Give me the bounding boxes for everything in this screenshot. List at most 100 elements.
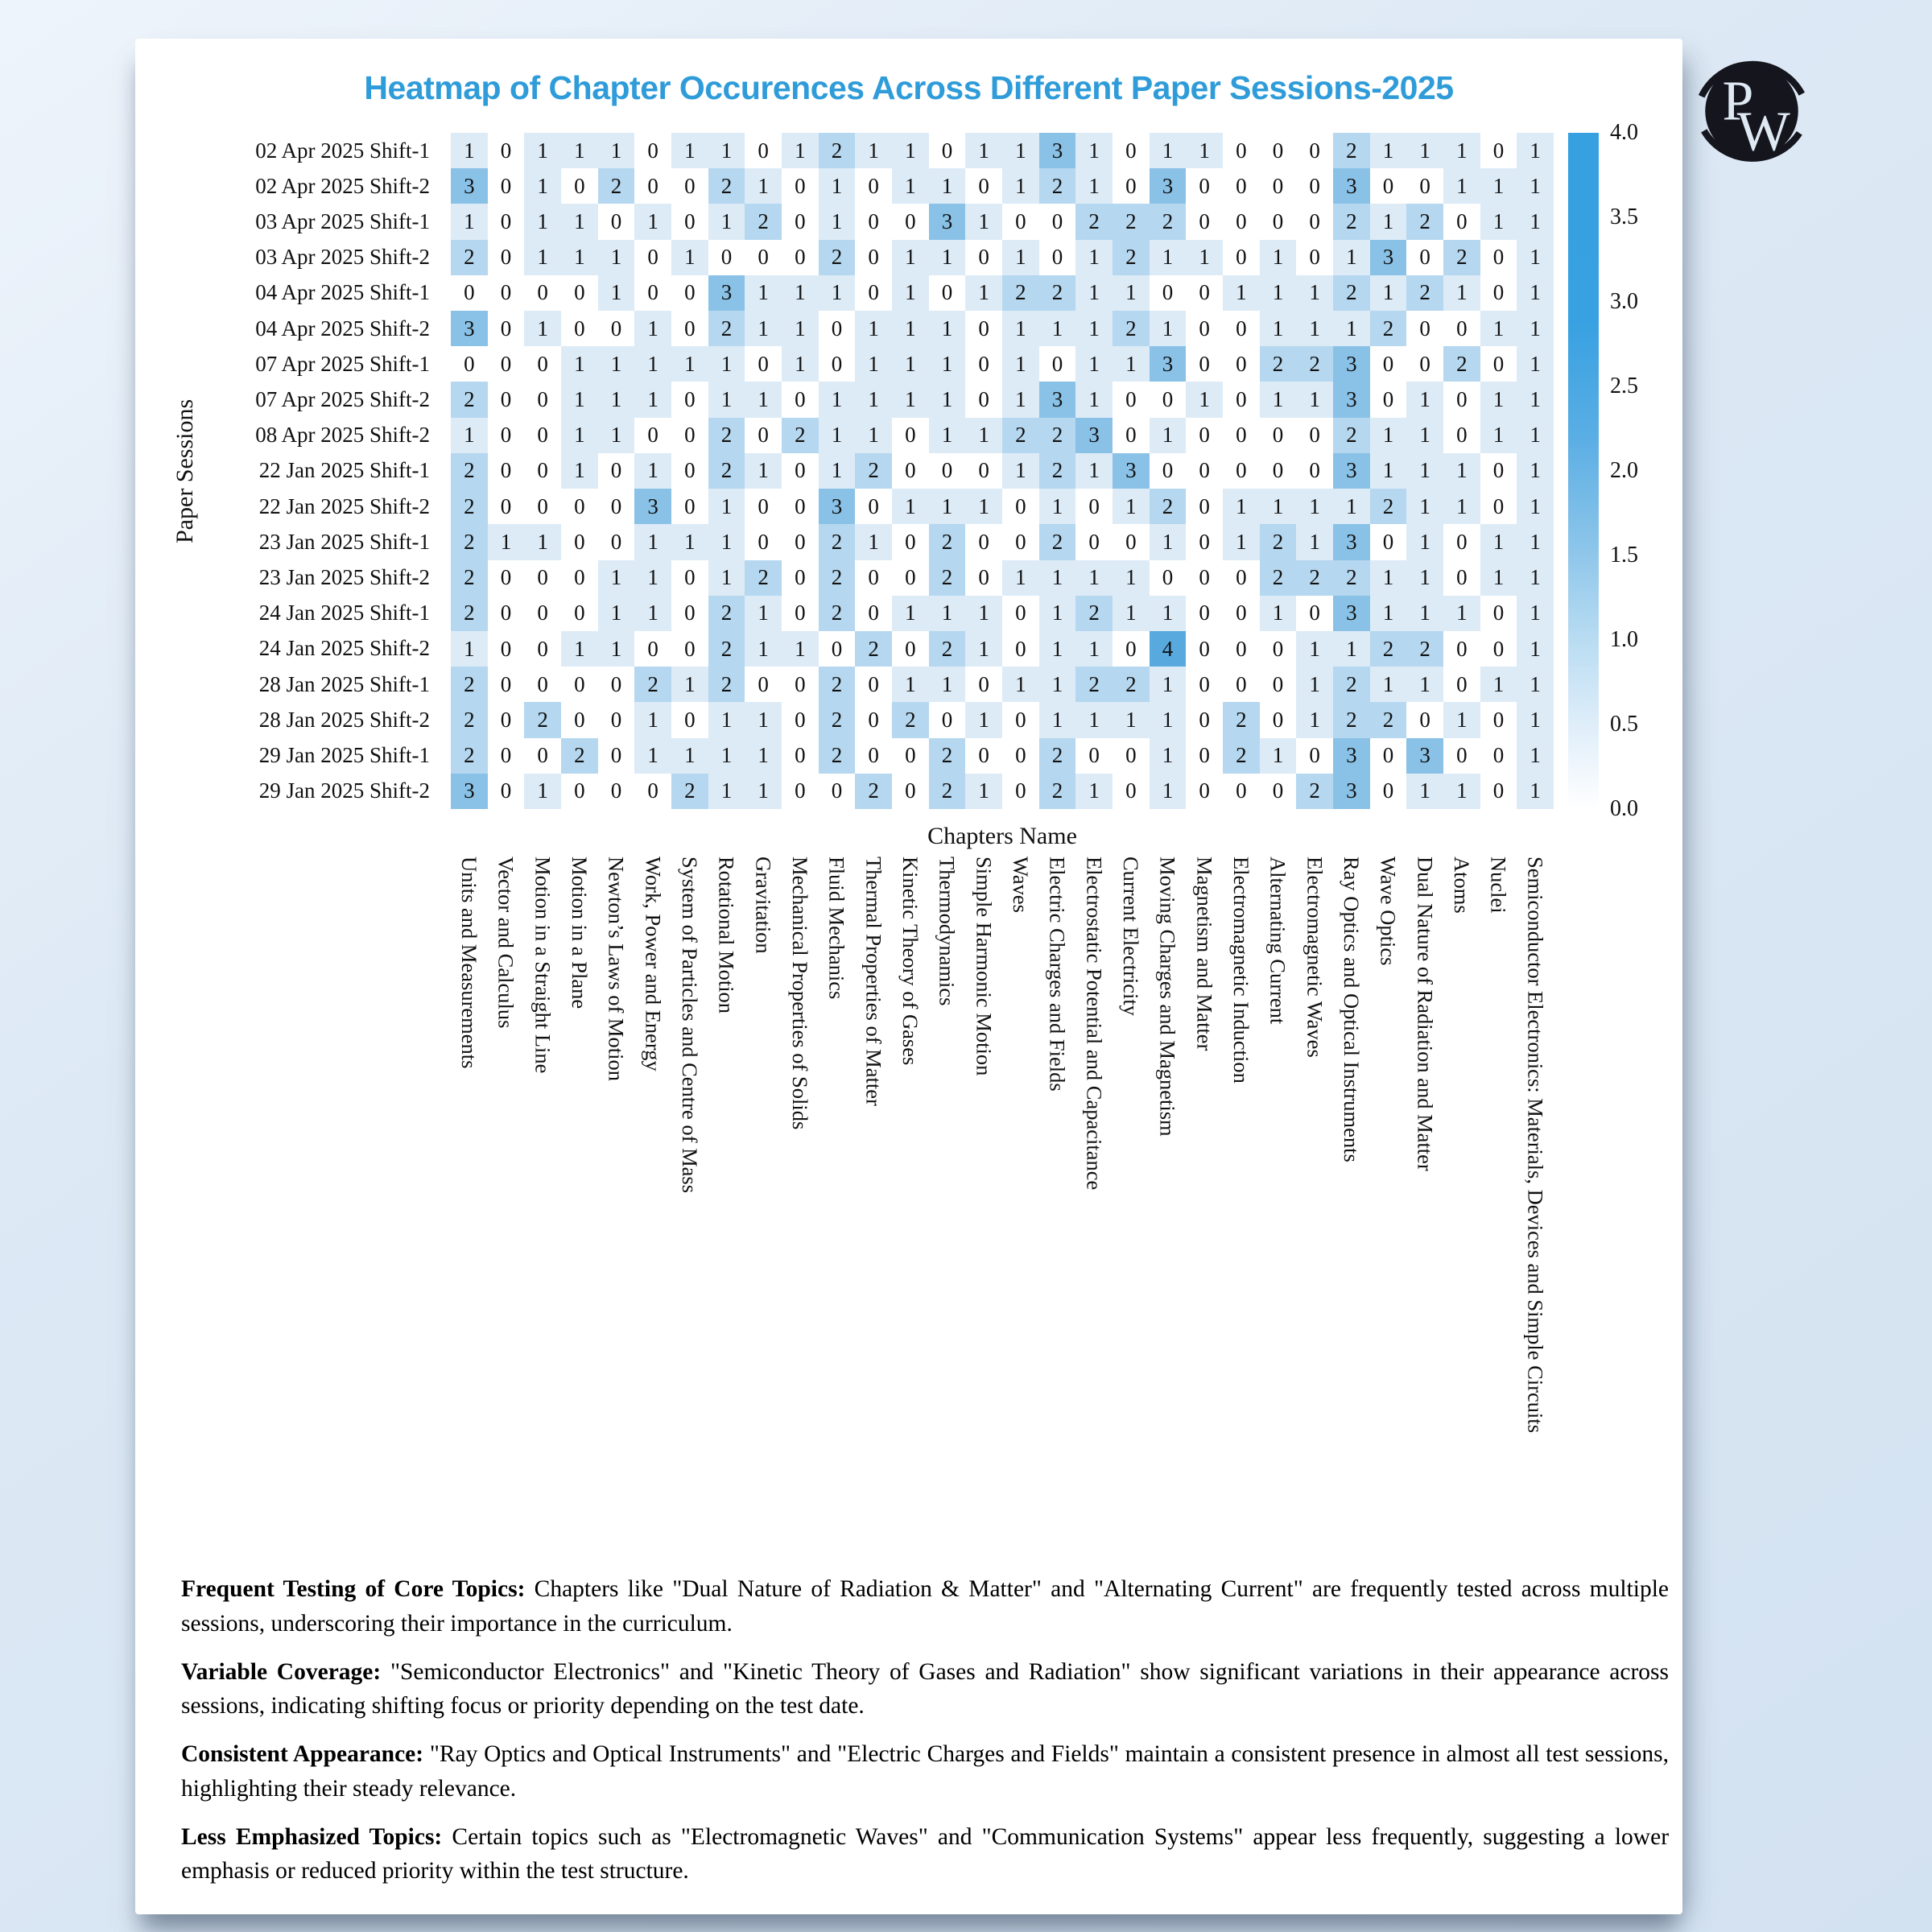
heatmap-cell: 0	[1223, 168, 1260, 204]
heatmap-cell: 1	[634, 382, 671, 418]
column-label: Thermodynamics	[935, 857, 960, 1006]
heatmap-cell: 0	[487, 382, 525, 418]
heatmap-cell: 1	[1480, 417, 1517, 453]
heatmap-cell: 1	[708, 737, 745, 774]
heatmap-cell: 1	[1075, 275, 1113, 312]
heatmap-cell: 1	[1517, 311, 1554, 347]
heatmap-cell: 1	[1002, 667, 1039, 703]
heatmap-cell: 1	[928, 346, 966, 382]
heatmap-cell: 2	[451, 489, 488, 525]
column-label: Gravitation	[751, 857, 776, 954]
heatmap-cell: 0	[1296, 204, 1333, 240]
colorbar-tick-label: 2.0	[1610, 458, 1638, 483]
heatmap-cell: 0	[1002, 595, 1039, 631]
heatmap-cell: 1	[1002, 346, 1039, 382]
heatmap-cell: 1	[1333, 239, 1370, 275]
insight-label: Less Emphasized Topics:	[181, 1823, 443, 1850]
row-label: 04 Apr 2025 Shift-1	[255, 280, 430, 305]
heatmap-cell: 0	[928, 452, 966, 489]
heatmap-cell: 0	[1002, 489, 1039, 525]
heatmap-cell: 0	[561, 489, 598, 525]
heatmap-cell: 1	[1002, 382, 1039, 418]
heatmap-cell: 1	[1002, 559, 1039, 596]
column-label: Motion in a Straight Line	[530, 857, 555, 1074]
heatmap-cell: 0	[597, 204, 635, 240]
heatmap-cell: 1	[892, 346, 929, 382]
heatmap-cell: 0	[487, 452, 525, 489]
heatmap-cell: 0	[1259, 417, 1297, 453]
heatmap-cell: 1	[1296, 311, 1333, 347]
heatmap-cell: 0	[487, 595, 525, 631]
heatmap-cell: 0	[855, 275, 892, 312]
heatmap-cell: 0	[1259, 452, 1297, 489]
heatmap-cell: 0	[782, 773, 819, 809]
heatmap-cell: 1	[634, 595, 671, 631]
heatmap-cell: 0	[1296, 595, 1333, 631]
heatmap-cell: 2	[1296, 346, 1333, 382]
heatmap-cell: 1	[782, 630, 819, 667]
heatmap-cell: 2	[1038, 737, 1076, 774]
heatmap-cell: 1	[745, 630, 782, 667]
heatmap-cell: 0	[1002, 702, 1039, 738]
heatmap-cell: 1	[1369, 204, 1407, 240]
heatmap-cell: 1	[818, 417, 856, 453]
heatmap-cell: 2	[1149, 204, 1187, 240]
heatmap-cell: 1	[965, 204, 1002, 240]
heatmap-cell: 1	[1038, 311, 1076, 347]
heatmap-cell: 0	[487, 346, 525, 382]
heatmap-cell: 3	[708, 275, 745, 312]
column-labels: Units and Measurements Vector and Calculu…	[451, 857, 1554, 1589]
heatmap-cell: 0	[782, 204, 819, 240]
heatmap-cell: 1	[561, 133, 598, 169]
heatmap-cell: 1	[1369, 452, 1407, 489]
heatmap-cell: 0	[1369, 168, 1407, 204]
heatmap-cell: 0	[965, 524, 1002, 560]
heatmap-cell: 2	[745, 204, 782, 240]
heatmap-cell: 2	[1333, 559, 1370, 596]
heatmap-cell: 1	[1075, 168, 1113, 204]
column-label: Newton’s Laws of Motion	[604, 857, 629, 1081]
heatmap-cell: 0	[1186, 595, 1223, 631]
heatmap-cell: 2	[745, 559, 782, 596]
heatmap-cell: 2	[1038, 773, 1076, 809]
heatmap-cell: 1	[892, 489, 929, 525]
heatmap-cell: 0	[1223, 239, 1260, 275]
heatmap-cell: 1	[1149, 702, 1187, 738]
heatmap-cell: 0	[487, 630, 525, 667]
heatmap-cell: 2	[561, 737, 598, 774]
heatmap-cell: 2	[818, 702, 856, 738]
heatmap-cell: 3	[634, 489, 671, 525]
heatmap-cell: 1	[671, 737, 708, 774]
column-label: Vector and Calculus	[493, 857, 518, 1029]
heatmap-cell: 0	[1113, 382, 1150, 418]
heatmap-cell: 1	[1443, 168, 1480, 204]
heatmap-cell: 2	[782, 417, 819, 453]
heatmap-cell: 0	[1296, 168, 1333, 204]
heatmap-cell: 0	[561, 667, 598, 703]
heatmap-cell: 0	[1259, 133, 1297, 169]
heatmap-cell: 1	[965, 417, 1002, 453]
heatmap-cell: 0	[1186, 630, 1223, 667]
heatmap-cell: 1	[1517, 275, 1554, 312]
heatmap-cell: 2	[1406, 630, 1443, 667]
heatmap-cell: 1	[451, 630, 488, 667]
heatmap-cell: 0	[1075, 489, 1113, 525]
column-label: Nuclei	[1486, 857, 1511, 914]
heatmap-cell: 0	[1113, 417, 1150, 453]
heatmap-cell: 0	[1038, 239, 1076, 275]
chart-title: Heatmap of Chapter Occurences Across Dif…	[364, 69, 1454, 106]
heatmap-cell: 1	[524, 133, 561, 169]
heatmap-cell: 1	[708, 133, 745, 169]
heatmap-cell: 0	[1002, 524, 1039, 560]
heatmap-cell: 0	[1443, 667, 1480, 703]
heatmap-cell: 1	[634, 204, 671, 240]
heatmap-cell: 3	[451, 168, 488, 204]
heatmap-cell: 1	[597, 346, 635, 382]
colorbar-tick-label: 1.0	[1610, 627, 1638, 652]
heatmap-cell: 0	[1406, 239, 1443, 275]
heatmap-cell: 1	[892, 382, 929, 418]
heatmap-cell: 1	[745, 595, 782, 631]
heatmap-cell: 1	[1149, 311, 1187, 347]
heatmap-cell: 0	[782, 382, 819, 418]
heatmap-cell: 2	[818, 133, 856, 169]
